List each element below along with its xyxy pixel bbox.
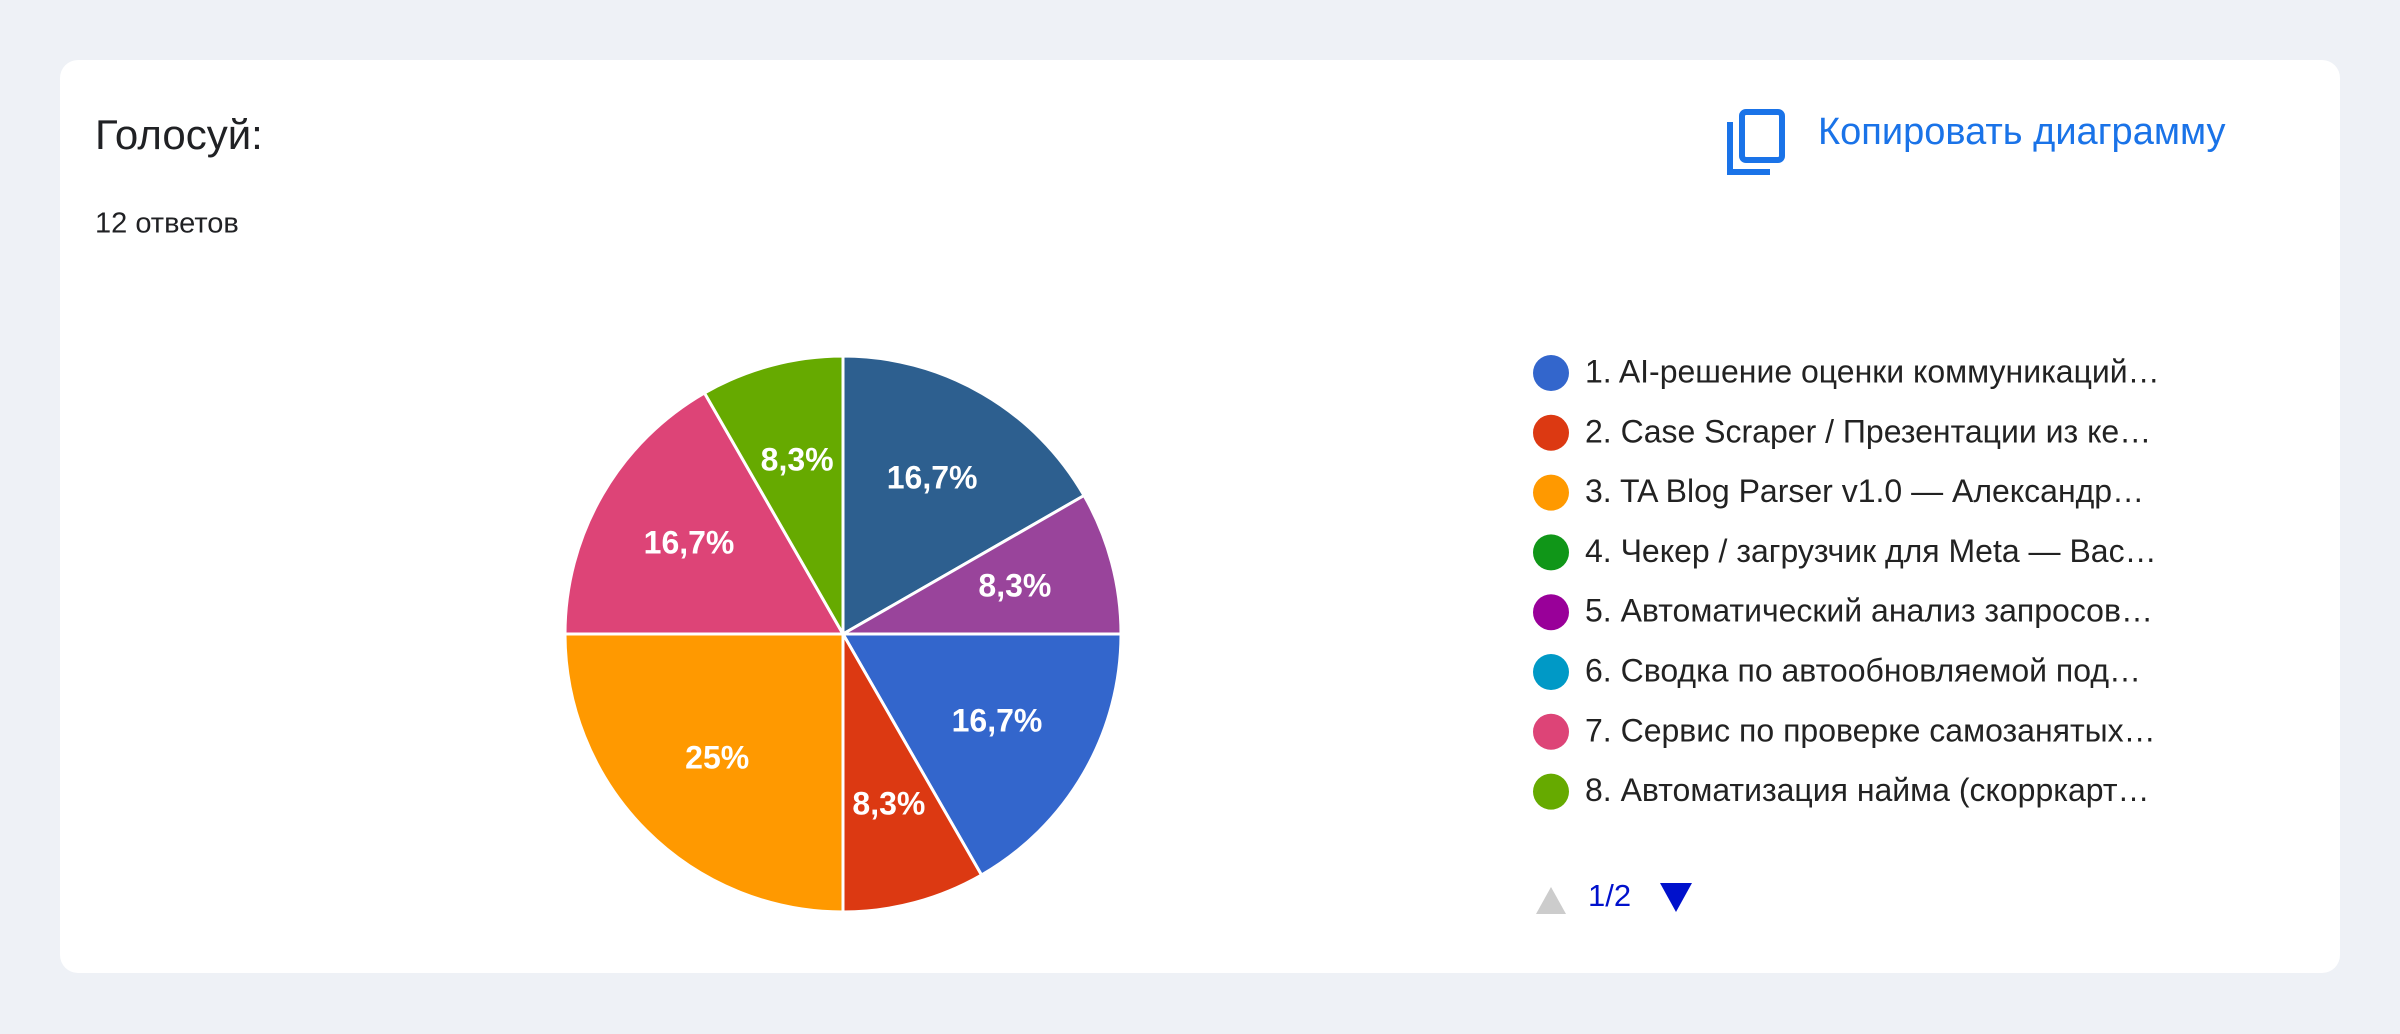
responses-count: 12 ответов [95, 208, 239, 240]
legend-swatch [1533, 474, 1569, 511]
slice-label: 8,3% [978, 568, 1051, 604]
slice-label: 16,7% [887, 459, 978, 495]
pie: 16,7% 8,3% 16,7% 8,3% 25% 16,7% 8,3% [563, 354, 1123, 914]
pie-slice [841, 628, 984, 914]
legend-swatch [1533, 654, 1569, 690]
legend-swatch [1533, 414, 1569, 451]
pie-slice [840, 632, 1123, 878]
pager-label: 1/2 [1588, 878, 1631, 913]
legend-label: 4. Чекер / загрузчик для Meta — Вас… [1585, 533, 2157, 569]
pager-prev[interactable] [1536, 887, 1566, 914]
legend-label: 6. Сводка по автообновляемой под… [1585, 652, 2141, 688]
slice-label: 16,7% [644, 524, 735, 560]
legend-label: 3. TA Blog Parser v1.0 — Александр… [1585, 473, 2144, 509]
slice-label: 25% [685, 739, 749, 775]
legend-swatch [1533, 355, 1569, 391]
legend-pager: 1/2 [1536, 878, 1692, 914]
pie-slice [837, 493, 1123, 636]
legend-label: 1. AI-решение оценки коммуникаций… [1585, 353, 2160, 389]
pager-next[interactable] [1660, 883, 1692, 912]
copy-button[interactable]: Копировать диаграмму [1727, 109, 2226, 175]
legend-swatch [1533, 534, 1569, 571]
legend-label: 2. Case Scraper / Презентации из ке… [1585, 413, 2151, 449]
legend-label: 8. Автоматизация найма (скорркарт… [1585, 772, 2150, 808]
legend-swatch [1533, 713, 1569, 750]
legend: 1. AI-решение оценки коммуникаций… 2. Cas… [1533, 353, 2160, 810]
legend-label: 7. Сервис по проверке самозанятых… [1585, 712, 2156, 748]
copy-icon [1739, 109, 1785, 163]
legend-label: 5. Автоматический анализ запросов… [1585, 593, 2153, 629]
pie-slice [702, 354, 845, 640]
legend-swatch [1533, 773, 1569, 810]
copy-icon-back [1727, 122, 1770, 175]
pie-slice [841, 354, 1087, 637]
pie-slice [563, 390, 846, 636]
pie-slice [563, 632, 845, 914]
slice-label: 16,7% [952, 703, 1043, 739]
question-title: Голосуй: [95, 111, 263, 158]
legend-swatch [1533, 594, 1569, 631]
slice-label: 8,3% [761, 442, 834, 478]
card [60, 60, 2340, 973]
slice-label: 8,3% [852, 785, 925, 821]
copy-label[interactable]: Копировать диаграмму [1818, 111, 2226, 153]
